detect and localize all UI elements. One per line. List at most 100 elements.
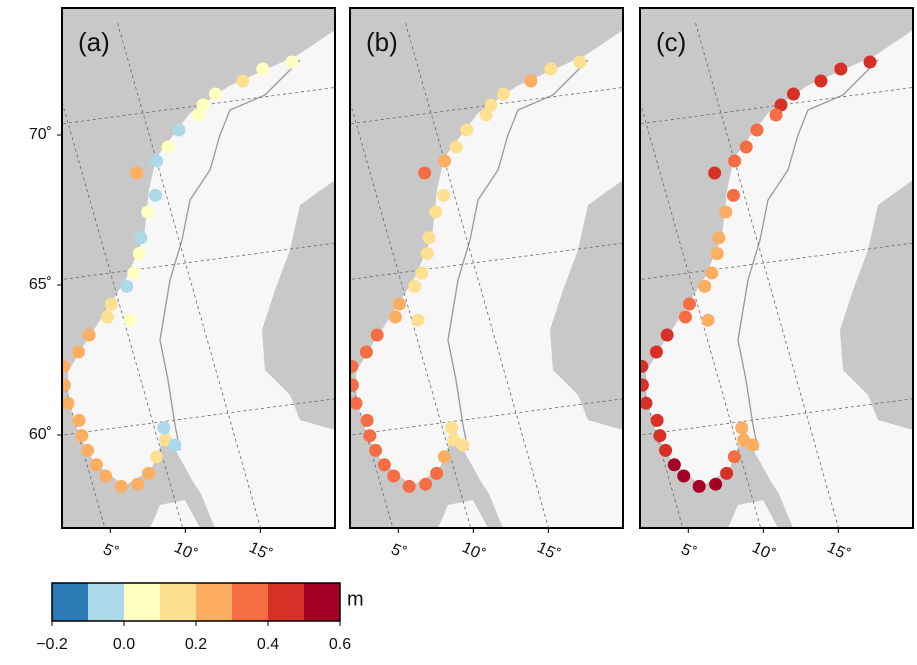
station-dot [370,328,384,342]
station-dot [456,438,470,452]
lon-tick-label: 5˚ [100,541,120,562]
station-dot [710,247,724,261]
panel-label: (b) [366,27,398,57]
panel-label: (a) [78,27,110,57]
station-dot [89,458,103,472]
station-dot [148,188,162,202]
station-dot [377,458,391,472]
station-dot [105,297,118,311]
colorbar-tick-label: 0.4 [257,636,279,653]
lon-tick-label: 5˚ [388,541,408,562]
station-dot [408,279,422,293]
station-dot [72,413,86,427]
station-dot [172,123,186,137]
map-panel: (a) 5˚ 10˚ 15˚ 70˚ 65˚ 60˚ [29,7,336,564]
station-dot [142,466,156,480]
map-panel: (c) 5˚ 10˚ 15˚ [639,7,914,564]
station-dot [81,443,95,457]
station-dot [161,140,175,154]
parallel [62,86,335,125]
colorbar-tick-label: 0.0 [113,636,135,653]
lon-tick-label: 10˚ [459,539,487,564]
station-dot [708,166,722,180]
map-body [62,8,335,528]
station-dot [123,313,137,327]
station-dot [418,166,432,180]
panels: (a) 5˚ 10˚ 15˚ 70˚ 65˚ 60˚ (b) 5˚ 10˚ 15˚ (c) 5˚ 10˚ 1… [29,7,914,564]
station-dot [712,231,726,245]
station-dot [573,55,587,69]
station-dot [735,421,749,435]
station-dot [82,328,96,342]
station-dot [640,378,649,392]
station-dot [422,231,436,245]
station-dot [769,108,783,122]
station-dot [100,310,114,324]
station-dot [62,378,71,392]
station-dot [834,62,848,76]
station-dot [720,466,734,480]
station-dot [75,429,89,443]
colorbar-bin [232,583,268,621]
station-dot [402,479,416,493]
basemap [640,8,913,528]
station-dot [141,205,155,219]
station-dot [479,108,493,122]
colorbar-bin [304,583,340,621]
map-body [640,8,913,528]
parallel [640,398,913,436]
lon-tick-label: 15˚ [534,539,562,564]
parallel [640,242,913,280]
station-dot [814,74,828,88]
station-dot [388,310,402,324]
station-dot [683,297,696,311]
station-dot [437,450,451,464]
station-dot [650,413,664,427]
station-dot [728,154,742,168]
station-dot [698,279,712,293]
station-dot [430,466,444,480]
station-dot [496,87,510,101]
station-dot [524,74,538,88]
map-body [350,8,623,528]
lon-tick-label: 10˚ [171,539,199,564]
colorbar-bin [160,583,196,621]
station-dot [150,154,164,168]
lat-tick-label: 60˚ [29,426,52,443]
station-dot [701,313,715,327]
station-dot [419,477,433,491]
station-dot [411,313,425,327]
station-dot [863,55,877,69]
parallel [350,242,623,280]
station-dot [449,140,463,154]
station-dot [420,247,434,261]
station-dot [429,205,443,219]
basemap [62,8,335,528]
station-dot [727,450,741,464]
parallel [350,398,623,436]
station-dot [660,328,674,342]
station-dot [360,413,374,427]
station-dot [415,266,429,280]
parallel [62,398,335,436]
station-dot [460,123,474,137]
panel-frame [61,7,336,529]
station-dot [653,429,667,443]
station-dot [746,438,760,452]
station-dot [659,443,673,457]
lon-tick-label: 15˚ [246,539,274,564]
parallel [640,86,913,125]
station-dot [256,62,270,76]
station-dot [157,421,171,435]
station-dot [369,443,383,457]
station-dot [387,469,401,483]
station-dot [709,477,723,491]
station-dot [677,469,691,483]
station-dot [750,123,764,137]
station-dot [705,266,719,280]
station-dot [196,98,210,112]
station-dot [127,266,141,280]
station-dot [445,421,459,435]
basemap [350,8,623,528]
